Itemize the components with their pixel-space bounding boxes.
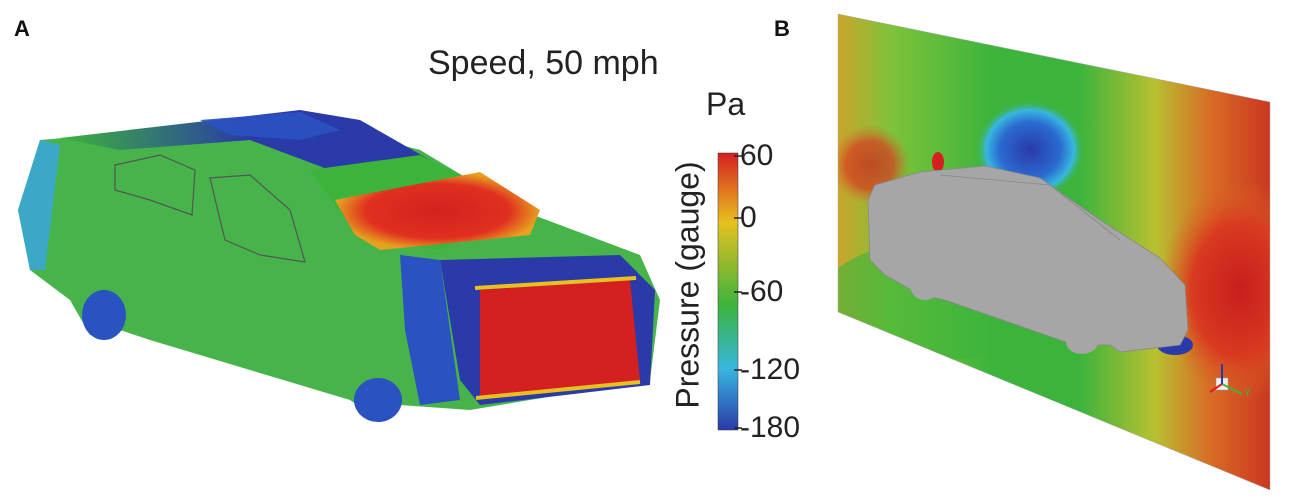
- car-rear-window-outline: [114, 154, 196, 216]
- colorbar-tick-label: 0: [740, 201, 757, 234]
- car-rear-wheel: [82, 290, 126, 340]
- car-front-window-outline: [209, 174, 306, 263]
- car-front-wheel: [354, 378, 402, 422]
- colorbar-tick-label: -180: [740, 411, 801, 444]
- car-roof-cyan-edge: [200, 112, 340, 140]
- colorbar-tick-label: 60: [740, 139, 774, 172]
- colorbar-tick-marks: [734, 155, 742, 429]
- chart-title: Speed, 50 mph: [428, 44, 659, 82]
- colorbar-tick-label: -60: [740, 275, 784, 308]
- car-rear-end: [18, 140, 60, 270]
- car-surface-pressure-model: [18, 110, 660, 422]
- car-a-pillar-strip: [400, 255, 460, 405]
- panel-a-label: A: [14, 16, 30, 41]
- axis-triad-icon: [1209, 364, 1243, 395]
- car-hood-high-pressure: [335, 172, 540, 250]
- colorbar-axis-title: Pressure (gauge): [669, 161, 706, 409]
- axis-triad-y-label: Y: [1244, 387, 1252, 399]
- car-grille-high-pressure: [480, 280, 640, 398]
- car-silhouette: [867, 165, 1189, 354]
- colorbar-tick-label: -120: [740, 353, 801, 386]
- panel-b-label: B: [774, 16, 790, 41]
- colorbar-unit: Pa: [706, 86, 746, 122]
